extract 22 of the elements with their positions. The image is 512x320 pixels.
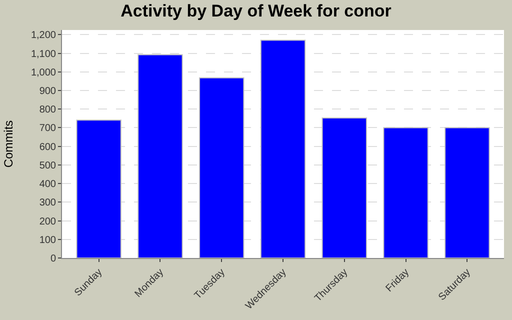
y-axis-title: Commits bbox=[1, 120, 16, 168]
y-tick-label: 1,100 bbox=[30, 48, 56, 60]
y-tick-label: 300 bbox=[39, 198, 56, 209]
bar bbox=[138, 54, 183, 258]
y-tick-label: 700 bbox=[39, 123, 56, 134]
bar bbox=[76, 120, 122, 258]
bar bbox=[383, 127, 428, 258]
bar bbox=[322, 118, 367, 258]
y-tick-label: 0 bbox=[50, 254, 56, 264]
bar bbox=[260, 40, 306, 258]
y-tick-label: 100 bbox=[39, 234, 56, 246]
bar bbox=[444, 127, 490, 258]
chart-title: Activity by Day of Week for conor bbox=[120, 2, 392, 21]
y-tick-label: 800 bbox=[39, 104, 56, 116]
y-tick-label: 900 bbox=[39, 86, 56, 97]
y-tick-label: 600 bbox=[39, 142, 56, 153]
y-tick-label: 400 bbox=[39, 179, 56, 190]
y-tick-label: 1,000 bbox=[30, 67, 56, 78]
y-tick-label: 200 bbox=[39, 216, 56, 228]
y-tick-label: 1,200 bbox=[30, 30, 56, 42]
y-tick-label: 500 bbox=[39, 160, 56, 172]
bar bbox=[199, 77, 244, 258]
